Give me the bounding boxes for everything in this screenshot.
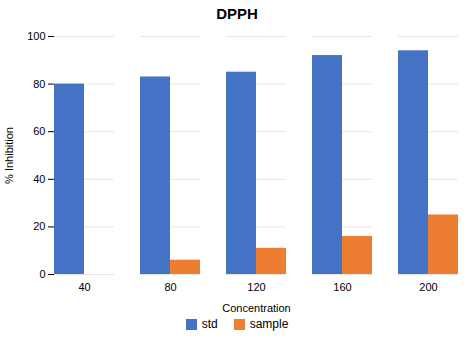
svg-text:80: 80: [33, 78, 45, 90]
html-text:DPPH: DPPH: [216, 5, 258, 22]
svg-text:60: 60: [33, 125, 45, 137]
svg-text:160: 160: [333, 281, 351, 293]
svg-text:40: 40: [78, 281, 90, 293]
svg-text:200: 200: [419, 281, 437, 293]
html-text:std: std: [201, 317, 218, 331]
svg-text:Concentration: Concentration: [222, 302, 291, 314]
svg-text:40: 40: [33, 173, 45, 185]
svg-text:20: 20: [33, 220, 45, 232]
svg-text:120: 120: [247, 281, 265, 293]
svg-text:% Inhibition: % Inhibition: [3, 127, 15, 184]
svg-text:80: 80: [164, 281, 176, 293]
html-text:sample: sample: [249, 317, 289, 331]
svg-text:100: 100: [27, 30, 45, 42]
svg-text:0: 0: [39, 268, 45, 280]
